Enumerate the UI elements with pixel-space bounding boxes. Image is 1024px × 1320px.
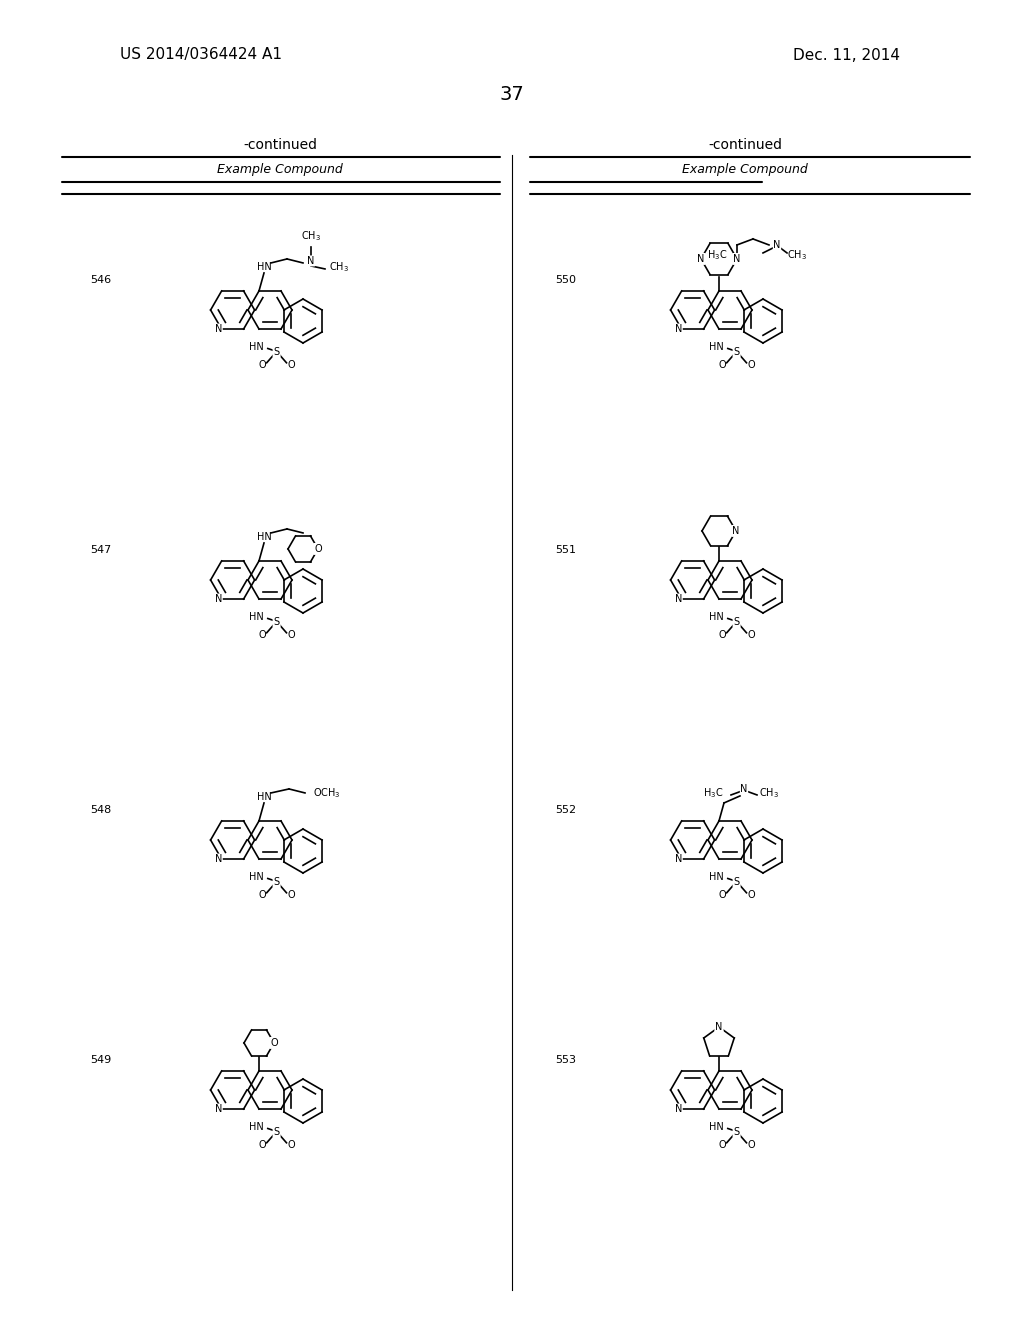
Text: N: N xyxy=(740,784,748,793)
Text: N: N xyxy=(697,253,705,264)
Text: H$_3$C: H$_3$C xyxy=(707,248,727,261)
Text: HN: HN xyxy=(257,792,271,803)
Text: CH$_3$: CH$_3$ xyxy=(301,230,321,243)
Text: HN: HN xyxy=(250,612,264,623)
Text: S: S xyxy=(273,347,280,356)
Text: CH$_3$: CH$_3$ xyxy=(329,260,349,273)
Text: 552: 552 xyxy=(555,805,577,814)
Text: 547: 547 xyxy=(90,545,112,554)
Text: O: O xyxy=(287,890,295,900)
Text: N: N xyxy=(675,323,682,334)
Text: 553: 553 xyxy=(555,1055,575,1065)
Text: N: N xyxy=(215,854,222,865)
Text: HN: HN xyxy=(710,612,724,623)
Text: HN: HN xyxy=(710,873,724,882)
Text: US 2014/0364424 A1: US 2014/0364424 A1 xyxy=(120,48,282,62)
Text: O: O xyxy=(719,360,726,370)
Text: 551: 551 xyxy=(555,545,575,554)
Text: O: O xyxy=(748,890,755,900)
Text: O: O xyxy=(270,1038,278,1048)
Text: S: S xyxy=(733,616,739,627)
Text: N: N xyxy=(675,594,682,605)
Text: -continued: -continued xyxy=(243,139,317,152)
Text: O: O xyxy=(287,1140,295,1150)
Text: HN: HN xyxy=(710,1122,724,1133)
Text: S: S xyxy=(733,1127,739,1137)
Text: S: S xyxy=(733,876,739,887)
Text: O: O xyxy=(314,544,322,554)
Text: 549: 549 xyxy=(90,1055,112,1065)
Text: O: O xyxy=(258,630,266,640)
Text: O: O xyxy=(748,1140,755,1150)
Text: 548: 548 xyxy=(90,805,112,814)
Text: -continued: -continued xyxy=(708,139,782,152)
Text: O: O xyxy=(719,630,726,640)
Text: N: N xyxy=(773,240,780,249)
Text: O: O xyxy=(748,630,755,640)
Text: N: N xyxy=(215,594,222,605)
Text: Example Compound: Example Compound xyxy=(682,162,808,176)
Text: O: O xyxy=(258,1140,266,1150)
Text: N: N xyxy=(307,256,314,265)
Text: S: S xyxy=(733,347,739,356)
Text: HN: HN xyxy=(257,532,271,543)
Text: HN: HN xyxy=(257,261,271,272)
Text: CH$_3$: CH$_3$ xyxy=(787,248,807,261)
Text: HN: HN xyxy=(710,342,724,352)
Text: N: N xyxy=(675,1104,682,1114)
Text: 546: 546 xyxy=(90,275,112,285)
Text: N: N xyxy=(732,525,739,536)
Text: HN: HN xyxy=(250,873,264,882)
Text: 37: 37 xyxy=(500,86,524,104)
Text: N: N xyxy=(733,253,740,264)
Text: N: N xyxy=(675,854,682,865)
Text: OCH$_3$: OCH$_3$ xyxy=(313,785,341,800)
Text: O: O xyxy=(719,890,726,900)
Text: H$_3$C: H$_3$C xyxy=(702,785,723,800)
Text: N: N xyxy=(716,1022,723,1032)
Text: O: O xyxy=(258,890,266,900)
Text: Example Compound: Example Compound xyxy=(217,162,343,176)
Text: N: N xyxy=(215,1104,222,1114)
Text: CH$_3$: CH$_3$ xyxy=(759,785,779,800)
Text: O: O xyxy=(287,630,295,640)
Text: O: O xyxy=(748,360,755,370)
Text: 550: 550 xyxy=(555,275,575,285)
Text: N: N xyxy=(215,323,222,334)
Text: O: O xyxy=(719,1140,726,1150)
Text: S: S xyxy=(273,876,280,887)
Text: Dec. 11, 2014: Dec. 11, 2014 xyxy=(793,48,900,62)
Text: HN: HN xyxy=(250,342,264,352)
Text: HN: HN xyxy=(250,1122,264,1133)
Text: O: O xyxy=(258,360,266,370)
Text: S: S xyxy=(273,616,280,627)
Text: O: O xyxy=(287,360,295,370)
Text: S: S xyxy=(273,1127,280,1137)
